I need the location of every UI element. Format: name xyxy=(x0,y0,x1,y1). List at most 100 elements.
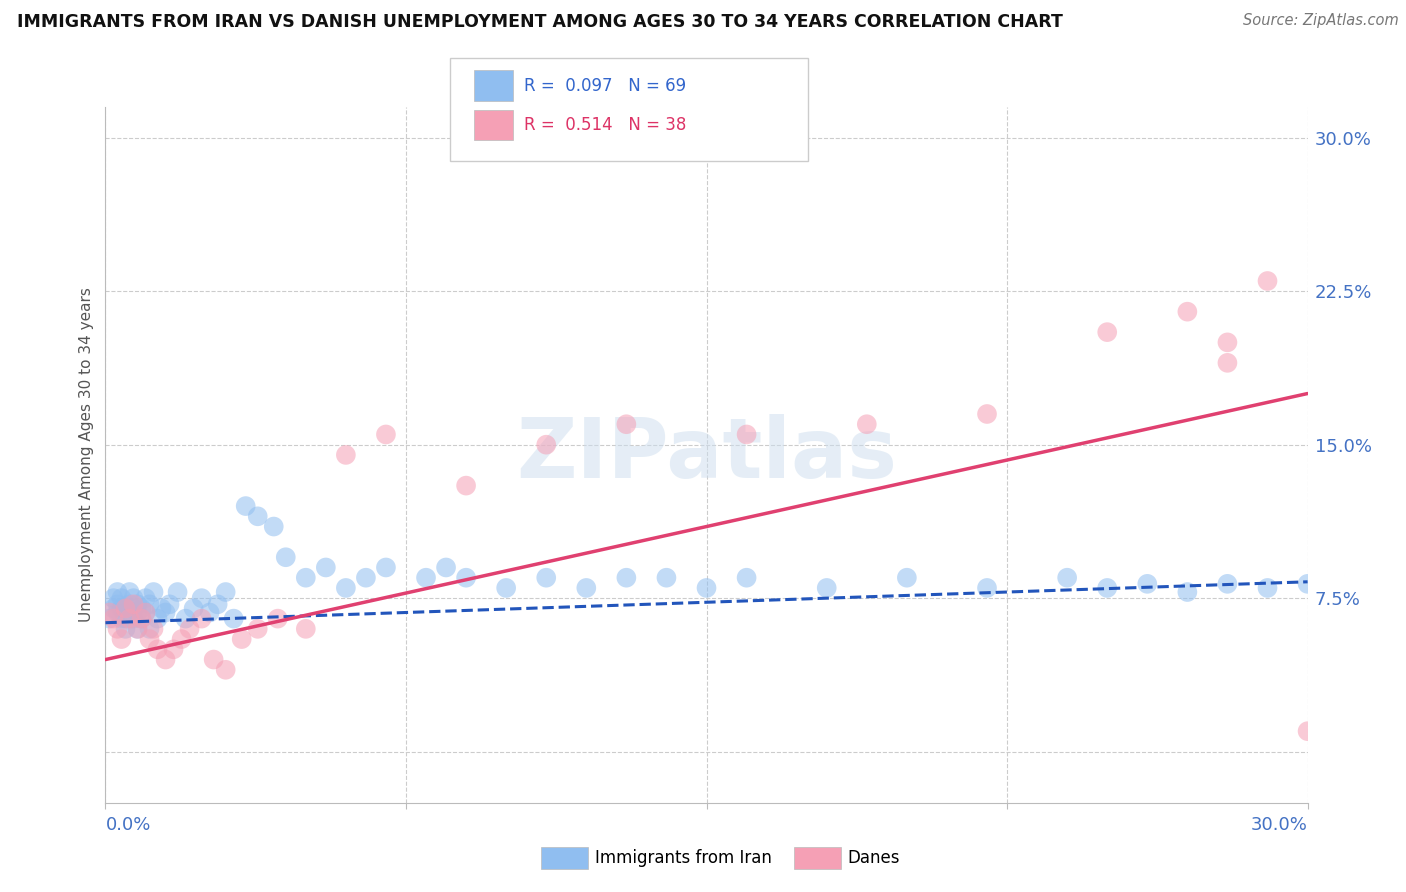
Point xyxy=(135,606,157,620)
Text: R =  0.097   N = 69: R = 0.097 N = 69 xyxy=(524,77,686,95)
Point xyxy=(131,612,153,626)
Point xyxy=(179,622,201,636)
Point xyxy=(174,612,197,626)
Point xyxy=(107,622,129,636)
Point xyxy=(122,601,145,615)
Point xyxy=(138,622,160,636)
Point xyxy=(295,622,318,636)
Point xyxy=(1216,335,1239,350)
Point xyxy=(263,519,285,533)
Point xyxy=(198,606,221,620)
Point xyxy=(246,509,269,524)
Point xyxy=(135,591,157,606)
Point xyxy=(1216,356,1239,370)
Text: ZIPatlas: ZIPatlas xyxy=(516,415,897,495)
Text: Source: ZipAtlas.com: Source: ZipAtlas.com xyxy=(1243,13,1399,29)
Text: R =  0.514   N = 38: R = 0.514 N = 38 xyxy=(524,116,686,134)
Point xyxy=(1097,581,1119,595)
Point xyxy=(1177,304,1199,318)
Point xyxy=(155,652,177,666)
Point xyxy=(534,571,557,585)
Point xyxy=(146,612,169,626)
Point xyxy=(231,632,253,646)
Point xyxy=(131,601,153,615)
Point xyxy=(222,612,245,626)
Point xyxy=(1296,577,1319,591)
Point xyxy=(114,622,136,636)
Point xyxy=(155,606,177,620)
Point xyxy=(103,591,125,606)
Point xyxy=(1296,724,1319,739)
Point xyxy=(183,601,205,615)
Point xyxy=(1257,581,1279,595)
Text: 0.0%: 0.0% xyxy=(105,816,150,834)
Point xyxy=(214,585,236,599)
Point xyxy=(118,606,141,620)
Point xyxy=(162,642,184,657)
Point xyxy=(575,581,598,595)
Point xyxy=(976,407,998,421)
Point xyxy=(354,571,377,585)
Point xyxy=(114,601,136,615)
Point xyxy=(122,612,145,626)
Point xyxy=(235,499,257,513)
Point xyxy=(696,581,718,595)
Point xyxy=(98,612,121,626)
Point xyxy=(295,571,318,585)
Point xyxy=(98,606,121,620)
Point xyxy=(110,591,132,606)
Point xyxy=(159,597,181,611)
Point xyxy=(114,601,136,615)
Point xyxy=(207,597,229,611)
Point xyxy=(1216,577,1239,591)
Point xyxy=(335,581,357,595)
Text: IMMIGRANTS FROM IRAN VS DANISH UNEMPLOYMENT AMONG AGES 30 TO 34 YEARS CORRELATIO: IMMIGRANTS FROM IRAN VS DANISH UNEMPLOYM… xyxy=(17,13,1063,31)
Point xyxy=(655,571,678,585)
Point xyxy=(735,427,758,442)
Point xyxy=(122,597,145,611)
Point xyxy=(142,585,165,599)
Point xyxy=(616,417,638,432)
Point xyxy=(138,597,160,611)
Point xyxy=(815,581,838,595)
Point xyxy=(127,606,149,620)
Point xyxy=(150,601,173,615)
Point xyxy=(896,571,918,585)
Point xyxy=(127,622,149,636)
Point xyxy=(1056,571,1078,585)
Point xyxy=(315,560,337,574)
Point xyxy=(127,622,149,636)
Point xyxy=(127,597,149,611)
Point xyxy=(118,612,141,626)
Point xyxy=(454,478,477,492)
Point xyxy=(103,601,125,615)
Point xyxy=(976,581,998,595)
Point xyxy=(434,560,457,574)
Point xyxy=(495,581,517,595)
Point xyxy=(103,612,125,626)
Point xyxy=(1136,577,1159,591)
Point xyxy=(454,571,477,585)
Text: 30.0%: 30.0% xyxy=(1251,816,1308,834)
Point xyxy=(534,438,557,452)
Point xyxy=(735,571,758,585)
Point xyxy=(214,663,236,677)
Point xyxy=(190,591,212,606)
Point xyxy=(146,642,169,657)
Text: Danes: Danes xyxy=(848,849,900,867)
Y-axis label: Unemployment Among Ages 30 to 34 years: Unemployment Among Ages 30 to 34 years xyxy=(79,287,94,623)
Point xyxy=(110,632,132,646)
Point xyxy=(374,427,398,442)
Point xyxy=(274,550,297,565)
Point xyxy=(110,612,132,626)
Point xyxy=(855,417,877,432)
Point xyxy=(1257,274,1279,288)
Point xyxy=(107,606,129,620)
Point xyxy=(110,601,132,615)
Point xyxy=(166,585,188,599)
Point xyxy=(415,571,437,585)
Point xyxy=(246,622,269,636)
Point xyxy=(131,612,153,626)
Point xyxy=(335,448,357,462)
Point xyxy=(1177,585,1199,599)
